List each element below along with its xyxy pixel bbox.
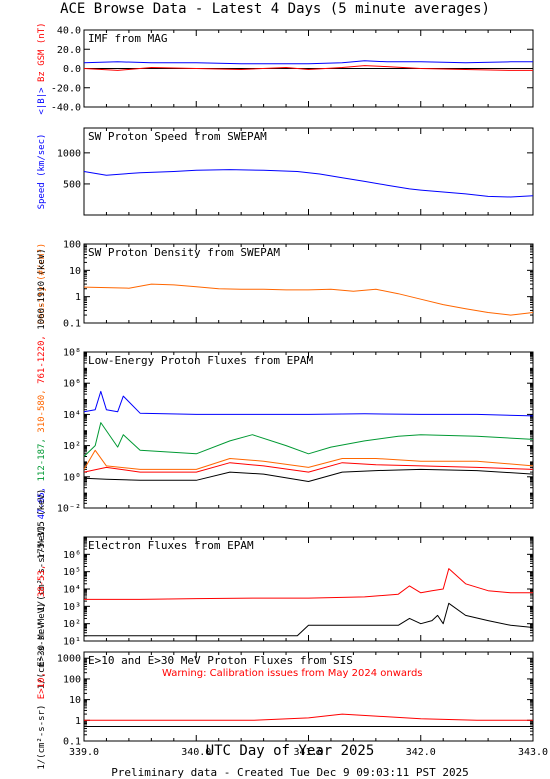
series-line-3 bbox=[83, 449, 534, 470]
series-line-2 bbox=[84, 602, 534, 637]
y-tick-label: 0.1 bbox=[63, 319, 81, 330]
y-tick-label: -40.0 bbox=[51, 103, 81, 114]
y-tick-label: 0.1 bbox=[63, 737, 81, 748]
y-axis-label: 1/(cm²-s-sr) E>10, E>30 MeV bbox=[37, 623, 47, 770]
y-axis-label-part: 1/(cm²-s-sr-MeV) bbox=[37, 525, 47, 612]
panel-2: 1000 500 SW Proton Speed from SWEPAM Speed … bbox=[37, 127, 534, 216]
y-tick-label: -20.0 bbox=[51, 83, 81, 94]
y-tick-label: 10⁶ bbox=[63, 379, 81, 390]
x-axis-title: UTC Day of Year 2025 bbox=[206, 743, 375, 759]
y-axis-label: <|B|> Bz GSM (nT) bbox=[37, 22, 47, 114]
y-tick-label: 100 bbox=[63, 240, 81, 251]
y-tick-label: 10³ bbox=[63, 602, 81, 613]
panel-frame bbox=[83, 351, 534, 509]
y-axis-label-part: 1/(cm²-s-sr) bbox=[37, 705, 47, 770]
y-tick-label: 10⁴ bbox=[63, 410, 81, 421]
y-axis-label-part: 112-187, bbox=[37, 438, 47, 487]
y-tick-label: 10⁴ bbox=[63, 585, 81, 596]
calibration-warning: Warning: Calibration issues from May 202… bbox=[162, 668, 423, 679]
y-axis-label-part: 175-315 (keV) bbox=[37, 489, 47, 565]
panel-title: SW Proton Speed from SWEPAM bbox=[88, 130, 267, 143]
panel-title: SW Proton Density from SWEPAM bbox=[88, 246, 280, 259]
main-title: ACE Browse Data - Latest 4 Days (5 minut… bbox=[60, 1, 490, 17]
y-tick-label: 10⁶ bbox=[63, 550, 81, 561]
panels: 40.0 20.0 0.0 -20.0 -40.0 IMF from MAG <|B|> B… bbox=[37, 22, 534, 770]
series-line-1 bbox=[83, 390, 534, 417]
y-tick-label: 20.0 bbox=[57, 45, 81, 56]
series-line-4 bbox=[83, 462, 534, 473]
y-axis-label-part: 761-1220, bbox=[37, 335, 47, 389]
panel-5: 10⁶ 10⁵ 10⁴ 10³ 10² 10¹ Electron Fluxes from E… bbox=[37, 489, 534, 690]
x-tick-label: 341.0 bbox=[293, 747, 323, 758]
series-line-1 bbox=[83, 169, 534, 198]
series-line-2 bbox=[83, 422, 534, 457]
y-tick-label: 10⁰ bbox=[63, 472, 81, 483]
y-axis-label-part: E>30 MeV bbox=[37, 623, 47, 672]
y-axis-label: 1/(cm²-s-sr-MeV) 47-65, 112-187, 310-580… bbox=[37, 248, 47, 611]
y-axis-label-part: Bz GSM (nT) bbox=[37, 22, 47, 87]
y-axis-label-part: 1060-1910 (keV) bbox=[37, 248, 47, 335]
series-line-5 bbox=[83, 468, 534, 482]
y-axis-label: Density (#/cm³) bbox=[37, 243, 47, 324]
y-tick-label: 1000 bbox=[57, 148, 81, 159]
panel-3: 100 10 1 0.1 SW Proton Density from SWEPAM De… bbox=[37, 240, 534, 330]
y-tick-label: 10⁵ bbox=[63, 567, 81, 578]
y-axis-label-part: 310-580, bbox=[37, 389, 47, 438]
y-tick-label: 10⁻² bbox=[57, 504, 81, 515]
y-tick-label: 40.0 bbox=[57, 26, 81, 37]
y-axis-label-part: 1/(cm²-s-sr-MeV) bbox=[37, 603, 47, 690]
y-axis-label-part: Speed (km/sec) bbox=[37, 134, 47, 210]
panel-1: 40.0 20.0 0.0 -20.0 -40.0 IMF from MAG <|B|> B… bbox=[37, 22, 534, 115]
y-axis-label: 1/(cm²-s-sr-MeV) 38-53, 175-315 (keV) bbox=[37, 489, 47, 690]
y-axis-label: Speed (km/sec) bbox=[37, 134, 47, 210]
x-tick-label: 340.0 bbox=[181, 747, 211, 758]
x-tick-label: 339.0 bbox=[69, 747, 99, 758]
series-line-1 bbox=[83, 60, 533, 65]
x-tick-label: 343.0 bbox=[518, 747, 548, 758]
panel-title: IMF from MAG bbox=[88, 32, 167, 45]
footer-text: Preliminary data - Created Tue Dec 9 09:… bbox=[111, 766, 469, 779]
y-axis-label-part: E>10, bbox=[37, 672, 47, 705]
y-tick-label: 500 bbox=[63, 179, 81, 190]
y-tick-label: 10 bbox=[69, 695, 81, 706]
panel-title: E>10 and E>30 MeV Proton Fluxes from SIS bbox=[88, 654, 353, 667]
y-tick-label: 1 bbox=[75, 292, 81, 303]
panel-title: Low-Energy Proton Fluxes from EPAM bbox=[88, 354, 314, 367]
panel-6: 1000 100 10 1 0.1 E>10 and E>30 MeV Proton Fl… bbox=[37, 623, 534, 770]
series-line-2 bbox=[83, 65, 533, 71]
y-tick-label: 10² bbox=[63, 441, 81, 452]
y-axis-label-part: Density (#/cm³) bbox=[37, 243, 47, 324]
y-tick-label: 10² bbox=[63, 619, 81, 630]
y-axis-label-part: 47-65, bbox=[37, 487, 47, 525]
y-tick-label: 0.0 bbox=[63, 64, 81, 75]
x-axis-tick-labels: 339.0 340.0 341.0 342.0 343.0 bbox=[69, 747, 548, 758]
series-line-1 bbox=[84, 568, 533, 600]
x-tick-label: 342.0 bbox=[406, 747, 436, 758]
panel-title: Electron Fluxes from EPAM bbox=[88, 539, 254, 552]
y-tick-label: 100 bbox=[63, 674, 81, 685]
series-line-1 bbox=[83, 283, 534, 316]
y-tick-label: 10 bbox=[69, 266, 81, 277]
y-tick-label: 10¹ bbox=[63, 637, 81, 648]
y-axis-label-part: 38-53, bbox=[37, 565, 47, 603]
y-axis-label-part: <|B|> bbox=[37, 87, 47, 115]
y-tick-label: 10⁸ bbox=[63, 348, 81, 359]
y-tick-label: 1000 bbox=[57, 654, 81, 665]
panel-4: 10⁸ 10⁶ 10⁴ 10² 10⁰ 10⁻² Low-Energy Proton Flu… bbox=[37, 248, 534, 612]
series-line-1 bbox=[84, 713, 533, 721]
y-tick-label: 1 bbox=[75, 716, 81, 727]
